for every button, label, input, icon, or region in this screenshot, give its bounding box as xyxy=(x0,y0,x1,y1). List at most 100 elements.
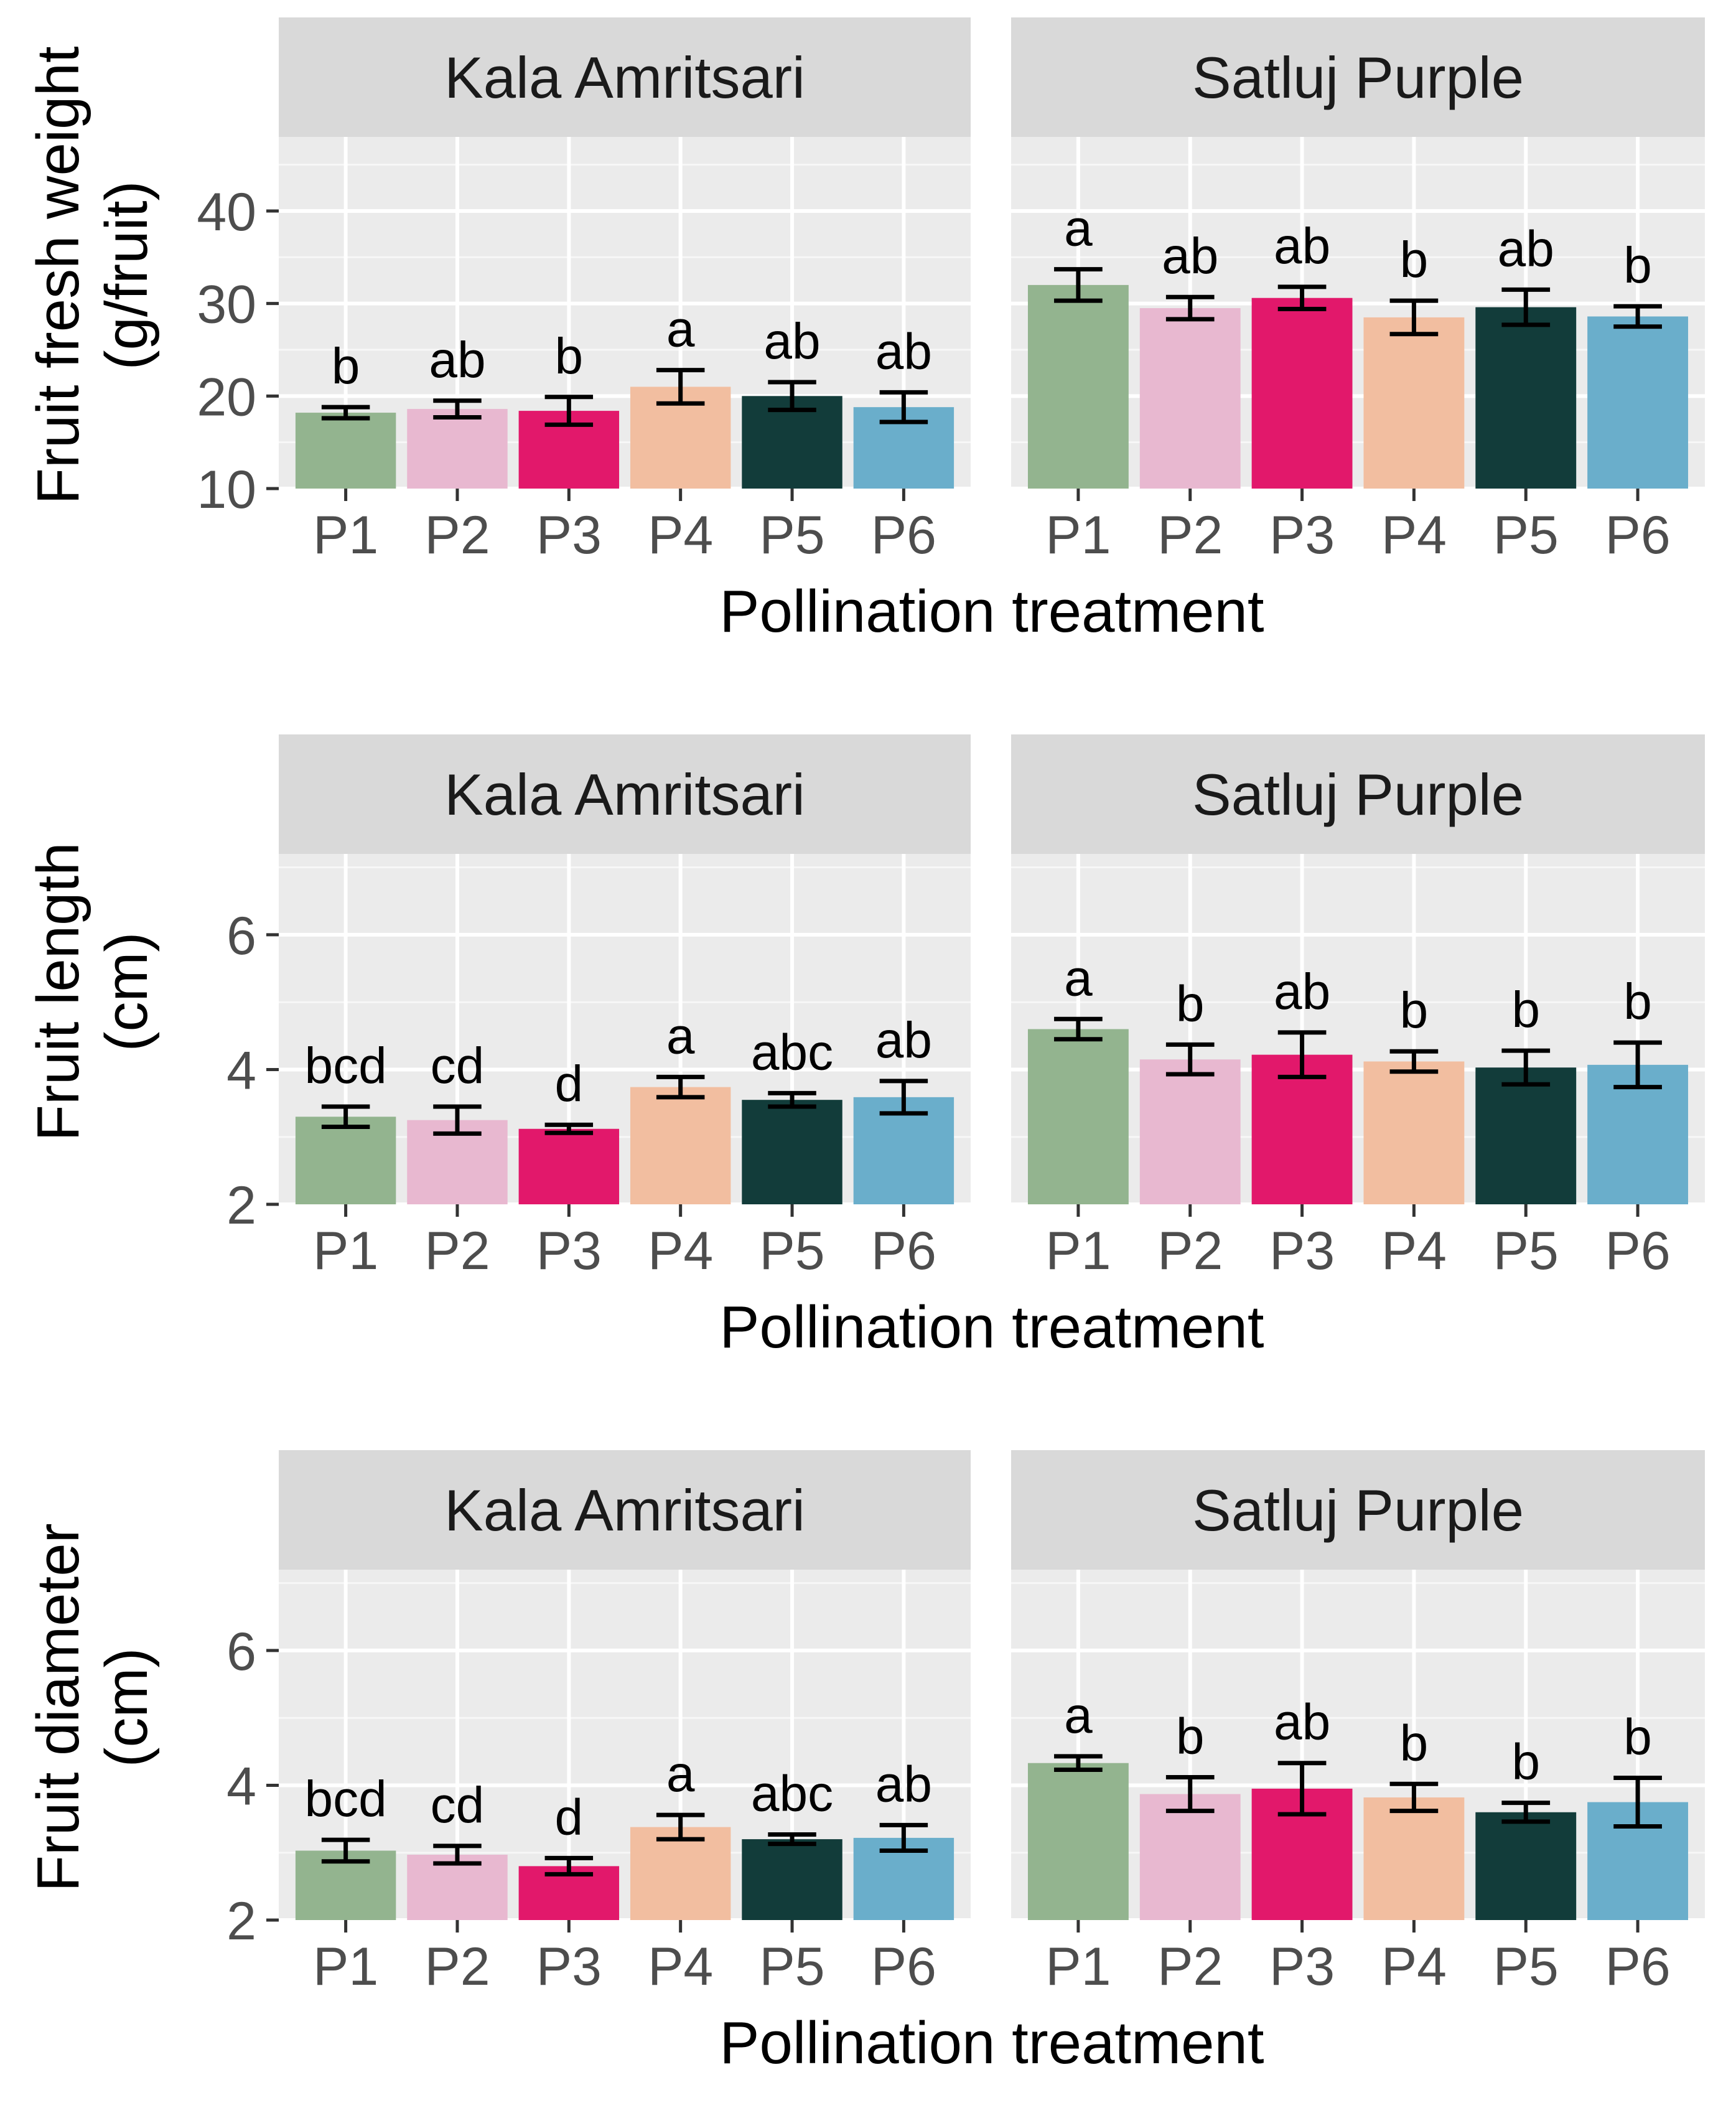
bar-p4 xyxy=(1363,1797,1465,1920)
facet-left: Kala Amritsari bcd P1 cd P2 d P3 a P4 abc P5 ab P6 xyxy=(279,1450,971,1997)
error-bar xyxy=(321,405,370,421)
facet-strip-label: Satluj Purple xyxy=(1192,1478,1524,1543)
significance-letter: bcd xyxy=(305,1771,387,1827)
significance-letter: b xyxy=(1623,237,1652,294)
bar-p4 xyxy=(630,1827,731,1920)
significance-letter: b xyxy=(1623,973,1652,1030)
bar-p3 xyxy=(518,1128,620,1204)
x-tick-label: P5 xyxy=(759,505,824,565)
facet-left: Kala Amritsari b P1 ab P2 b P3 a P4 ab P5 ab P6 xyxy=(279,17,971,565)
bar-p3 xyxy=(1251,1054,1353,1204)
error-bar xyxy=(1054,1016,1103,1042)
y-tick-label: 2 xyxy=(226,1176,256,1235)
error-bar xyxy=(1501,287,1551,327)
facet-strip-label: Kala Amritsari xyxy=(444,762,805,827)
significance-letter: b xyxy=(1623,1709,1652,1766)
facet-strip-label: Satluj Purple xyxy=(1192,45,1524,110)
x-tick-label: P1 xyxy=(1045,505,1111,565)
significance-letter: b xyxy=(555,328,584,385)
y-axis-title-line-2: (cm) xyxy=(93,1648,160,1768)
error-bar xyxy=(433,1844,482,1866)
y-tick-label: 4 xyxy=(226,1756,256,1816)
y-tick-label: 20 xyxy=(197,367,256,427)
significance-letter: ab xyxy=(763,313,820,370)
bar-p1 xyxy=(1027,284,1129,489)
error-bar xyxy=(433,398,482,420)
error-bar xyxy=(544,1122,594,1135)
facet-right: Satluj Purple a P1 ab P2 ab P3 b P4 ab P5 b P6 xyxy=(1011,17,1705,565)
error-bar xyxy=(1165,1042,1215,1077)
significance-letter: ab xyxy=(1274,1694,1330,1751)
bar-p3 xyxy=(1251,298,1353,489)
x-tick-label: P1 xyxy=(1045,1937,1111,1997)
error-bar xyxy=(1165,1774,1215,1814)
bar-p1 xyxy=(1027,1763,1129,1920)
x-tick-label: P6 xyxy=(1605,1221,1670,1281)
y-tick-label: 6 xyxy=(226,1622,256,1682)
bar-p4 xyxy=(630,1087,731,1204)
significance-letter: ab xyxy=(429,332,485,388)
facet-strip xyxy=(279,1450,971,1570)
x-tick-label: P2 xyxy=(424,505,490,565)
bar-p1 xyxy=(1027,1029,1129,1204)
error-bar xyxy=(1389,1049,1439,1074)
bar-p6 xyxy=(1587,316,1689,489)
significance-letter: ab xyxy=(1498,220,1554,277)
error-bar xyxy=(321,1837,370,1864)
error-bar xyxy=(1613,304,1662,329)
significance-letter: d xyxy=(555,1789,584,1845)
x-tick-label: P6 xyxy=(871,1221,936,1281)
y-axis-title-line-1: Fruit fresh weight xyxy=(25,46,91,504)
error-bar xyxy=(544,395,594,427)
significance-letter: a xyxy=(666,1008,695,1064)
facet-strip xyxy=(279,17,971,137)
y-axis-title: Fruit fresh weight (g/fruit) xyxy=(25,46,160,504)
error-bar xyxy=(1613,1040,1662,1090)
facet-right: Satluj Purple a P1 b P2 ab P3 b P4 b P5 b P6 xyxy=(1011,734,1705,1281)
error-bar xyxy=(1501,1801,1551,1824)
x-tick-label: P1 xyxy=(313,505,378,565)
significance-letter: a xyxy=(1064,1687,1093,1744)
significance-letter: b xyxy=(332,338,360,395)
error-bar xyxy=(1389,1781,1439,1814)
bar-p4 xyxy=(1363,317,1465,489)
y-tick-label: 10 xyxy=(197,460,256,520)
significance-letter: b xyxy=(1511,1734,1540,1791)
y-axis-title-line-2: (cm) xyxy=(93,932,160,1052)
facet-strip-label: Satluj Purple xyxy=(1192,762,1524,827)
significance-letter: b xyxy=(1176,975,1205,1032)
error-bar xyxy=(1165,294,1215,322)
significance-letter: a xyxy=(1064,950,1093,1006)
x-tick-label: P2 xyxy=(1157,1221,1223,1281)
x-tick-label: P4 xyxy=(1381,1221,1447,1281)
bar-p2 xyxy=(1139,1794,1241,1920)
significance-letter: cd xyxy=(431,1777,485,1834)
x-tick-label: P3 xyxy=(536,1221,602,1281)
y-tick-label: 30 xyxy=(197,275,256,335)
error-bar xyxy=(656,368,705,406)
chart-3: Kala AmritsaribcdP1cdP2dP3aP4abcP5abP6Sa… xyxy=(25,1450,1705,2076)
significance-letter: abc xyxy=(751,1765,833,1822)
error-bar xyxy=(879,1822,928,1853)
chart-1: Kala AmritsaribP1abP2bP3aP4abP5abP6Satlu… xyxy=(25,17,1705,645)
y-tick-label: 40 xyxy=(197,182,256,242)
bar-p5 xyxy=(1475,1812,1577,1920)
x-tick-label: P4 xyxy=(1381,505,1447,565)
error-bar xyxy=(879,1079,928,1116)
error-bar xyxy=(1389,298,1439,337)
y-axis-title-line-1: Fruit diameter xyxy=(25,1523,91,1891)
error-bar xyxy=(768,1090,816,1109)
error-bar xyxy=(544,1855,594,1876)
error-bar xyxy=(1613,1776,1662,1829)
x-tick-label: P5 xyxy=(1493,1937,1559,1997)
error-bar xyxy=(768,380,816,413)
significance-letter: abc xyxy=(751,1024,833,1080)
bar-p5 xyxy=(742,1100,842,1204)
facet-strip xyxy=(1011,1450,1705,1570)
facet-strip-label: Kala Amritsari xyxy=(444,45,805,110)
error-bar xyxy=(1054,1754,1103,1773)
error-bar xyxy=(321,1104,370,1129)
error-bar xyxy=(1277,284,1327,312)
x-tick-label: P2 xyxy=(424,1937,490,1997)
facet-strip xyxy=(1011,17,1705,137)
